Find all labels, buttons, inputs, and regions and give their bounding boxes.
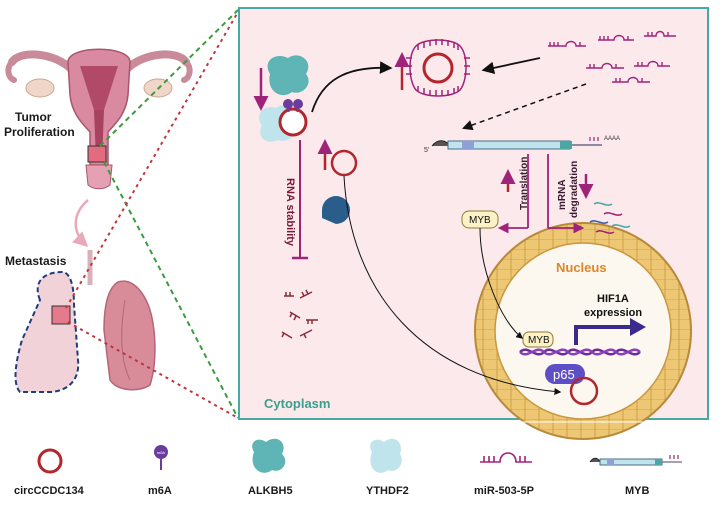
myb-nucleus-label: MYB <box>528 335 550 346</box>
circccdc134-nucleus <box>569 376 599 406</box>
legend-label-circccdc134: circCCDC134 <box>14 485 85 497</box>
legend-myb-icon <box>589 455 682 466</box>
circccdc134-cytoplasm <box>330 149 358 177</box>
mirna-to-sponge-arrow <box>481 57 541 75</box>
legend-label-myb: MYB <box>625 485 650 497</box>
myb-mrna <box>431 137 602 150</box>
nucleus-label: Nucleus <box>556 260 607 275</box>
mirna-cluster <box>548 30 676 83</box>
tumor-label-line2: Proliferation <box>4 125 75 139</box>
legend-ythdf2-icon <box>370 438 402 473</box>
reader-protein <box>322 196 350 224</box>
p65-label: p65 <box>553 367 575 382</box>
zoom-line-red-bottom <box>67 321 239 419</box>
legend-mir-icon <box>480 452 532 463</box>
alkbh5-ythdf2-complex <box>259 55 309 142</box>
hif1a-label-line1: HIF1A <box>597 293 629 305</box>
myb-nucleus-box <box>522 331 554 348</box>
hif1a-expression-arrow <box>574 325 630 345</box>
complex-to-sponge-arrow <box>311 61 393 113</box>
five-prime-label: 5' <box>424 147 429 154</box>
metastasis-arrow <box>72 199 89 248</box>
degraded-circrna <box>281 289 318 339</box>
metastasis-site-box <box>51 305 71 325</box>
translation-label: Translation <box>519 157 530 210</box>
legend-label-mir: miR-503-5P <box>474 485 534 497</box>
legend-label-m6a: m6A <box>148 485 172 497</box>
nucleus <box>474 222 692 440</box>
mrna-degradation-label-line1: mRNA <box>557 179 568 210</box>
cytoplasm-label: Cytoplasm <box>264 396 330 411</box>
tumor-label-line1: Tumor <box>15 110 52 124</box>
uterus-illustration <box>5 48 193 190</box>
zoom-line-red-top <box>65 11 239 309</box>
circrna-to-nucleus-arrow <box>343 175 562 396</box>
legend-circccdc134-icon <box>37 448 63 474</box>
lung-illustration <box>14 250 156 393</box>
legend-label-alkbh5: ALKBH5 <box>248 485 293 497</box>
metastasis-label: Metastasis <box>5 254 67 268</box>
myb-to-nucleus-line <box>479 227 524 339</box>
svg-text:m6A: m6A <box>157 450 166 455</box>
mrna-degradation-label-line2: degradation <box>569 161 580 218</box>
degraded-fragments <box>589 202 631 234</box>
legend: circCCDC134 m6A m6A ALKBH5 YTHDF2 miR-50… <box>0 421 720 497</box>
rna-stability-label: RNA stability <box>284 178 296 247</box>
legend-alkbh5-icon <box>252 438 286 473</box>
hif1a-label-line2: expression <box>584 307 642 319</box>
dna-helix <box>519 348 641 356</box>
p65-box <box>545 364 585 384</box>
legend-label-ythdf2: YTHDF2 <box>366 485 409 497</box>
legend-m6a-icon: m6A <box>154 445 168 470</box>
myb-label: MYB <box>469 215 491 226</box>
mirna-to-myb-dashed-arrow <box>462 83 587 131</box>
poly-a-label: AAAA <box>604 136 620 142</box>
tumor-site-box <box>87 145 107 163</box>
